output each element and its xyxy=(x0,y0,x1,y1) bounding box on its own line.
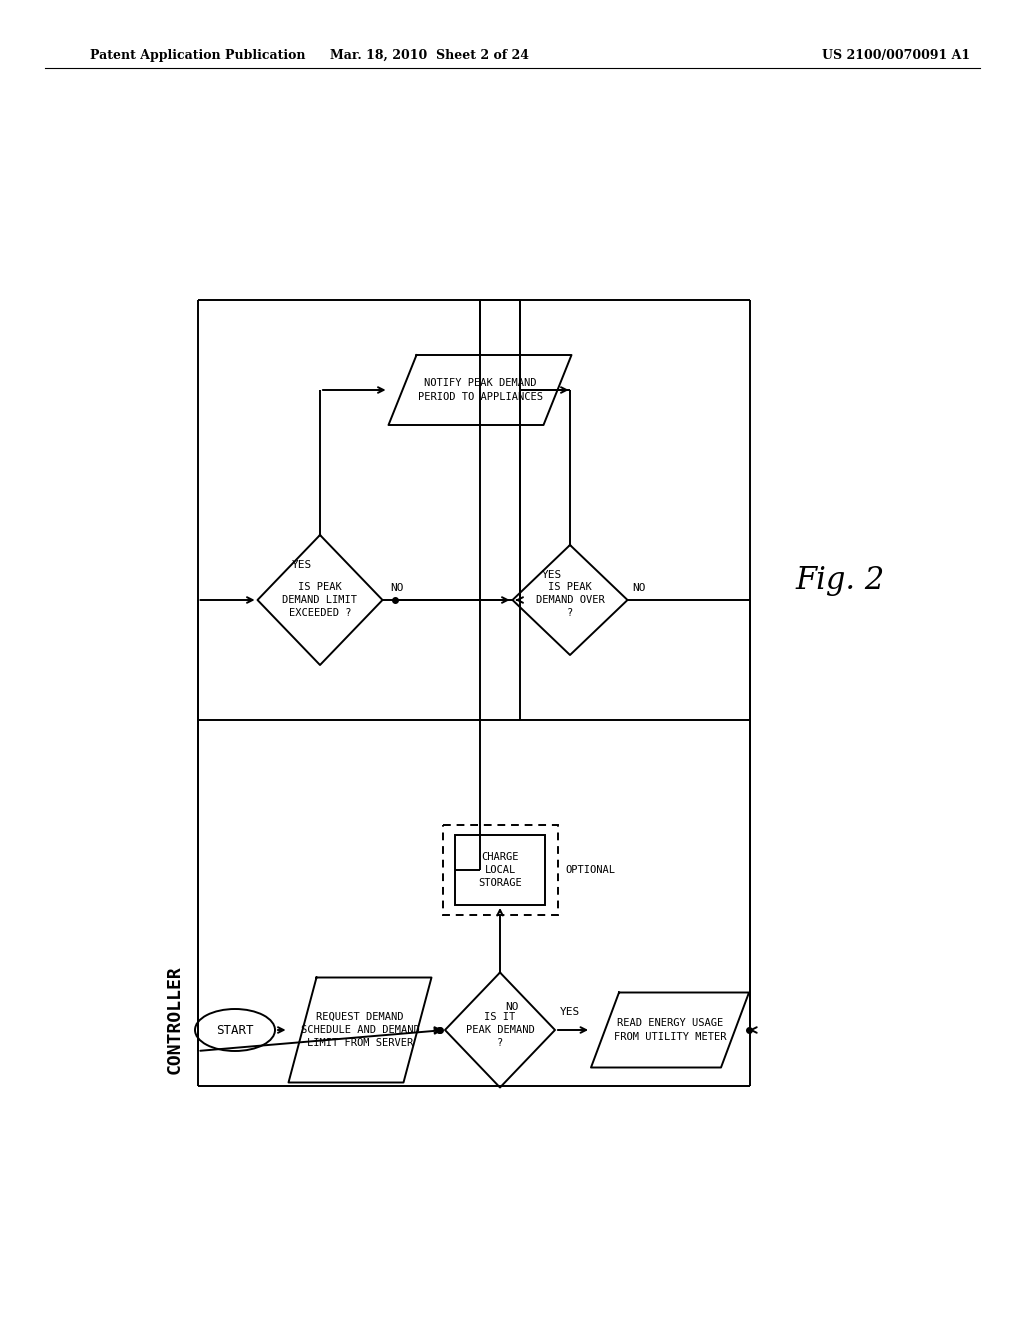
Text: Mar. 18, 2010  Sheet 2 of 24: Mar. 18, 2010 Sheet 2 of 24 xyxy=(331,49,529,62)
Text: IS PEAK
DEMAND LIMIT
EXCEEDED ?: IS PEAK DEMAND LIMIT EXCEEDED ? xyxy=(283,582,357,618)
Text: YES: YES xyxy=(292,560,312,570)
Text: CHARGE
LOCAL
STORAGE: CHARGE LOCAL STORAGE xyxy=(478,851,522,888)
Text: NO: NO xyxy=(390,583,404,593)
Text: Fig. 2: Fig. 2 xyxy=(796,565,885,595)
Text: Patent Application Publication: Patent Application Publication xyxy=(90,49,305,62)
Bar xyxy=(455,836,545,906)
Text: IS IT
PEAK DEMAND
?: IS IT PEAK DEMAND ? xyxy=(466,1012,535,1048)
Text: READ ENERGY USAGE
FROM UTILITY METER: READ ENERGY USAGE FROM UTILITY METER xyxy=(613,1019,726,1041)
Text: YES: YES xyxy=(542,570,562,579)
Text: IS PEAK
DEMAND OVER
?: IS PEAK DEMAND OVER ? xyxy=(536,582,604,618)
Text: NO: NO xyxy=(633,583,646,593)
Text: START: START xyxy=(216,1023,254,1036)
Text: YES: YES xyxy=(560,1007,581,1016)
Text: NO: NO xyxy=(505,1002,518,1012)
Text: NOTIFY PEAK DEMAND
PERIOD TO APPLIANCES: NOTIFY PEAK DEMAND PERIOD TO APPLIANCES xyxy=(418,379,543,401)
Bar xyxy=(442,825,557,915)
Text: REQUEST DEMAND
SCHEDULE AND DEMAND
LIMIT FROM SERVER: REQUEST DEMAND SCHEDULE AND DEMAND LIMIT… xyxy=(301,1012,420,1048)
Text: OPTIONAL: OPTIONAL xyxy=(565,865,615,875)
Text: CONTROLLER: CONTROLLER xyxy=(166,966,184,1074)
Text: US 2100/0070091 A1: US 2100/0070091 A1 xyxy=(822,49,970,62)
